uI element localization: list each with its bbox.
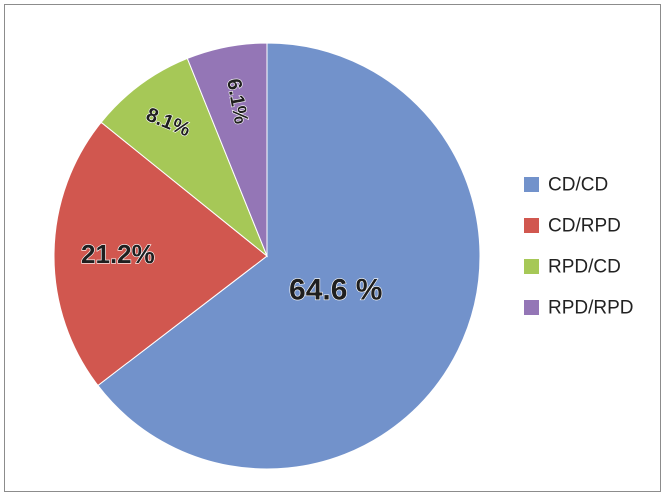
legend-swatch-rpd-cd	[524, 259, 539, 274]
legend-label-cd-rpd: CD/RPD	[548, 216, 621, 237]
slice-label-cd-rpd: 21.2%	[81, 239, 155, 269]
legend-swatch-cd-cd	[524, 177, 539, 192]
pie-slices	[53, 42, 481, 470]
pie-slice-rpd-rpd	[186, 42, 268, 257]
legend-label-rpd-rpd: RPD/RPD	[548, 298, 634, 319]
chart-legend: CD/CD CD/RPD RPD/CD RPD/RPD	[524, 175, 634, 319]
legend-label-rpd-cd: RPD/CD	[548, 257, 621, 278]
slice-label-cd-cd: 64.6 %	[289, 273, 382, 306]
pie-slice-cd-cd	[97, 42, 481, 470]
pie-slice-cd-rpd	[53, 121, 268, 387]
legend-swatch-rpd-rpd	[524, 300, 539, 315]
legend-label-cd-cd: CD/CD	[548, 175, 608, 196]
pie-slice-rpd-cd	[100, 57, 269, 258]
legend-swatch-cd-rpd	[524, 218, 539, 233]
